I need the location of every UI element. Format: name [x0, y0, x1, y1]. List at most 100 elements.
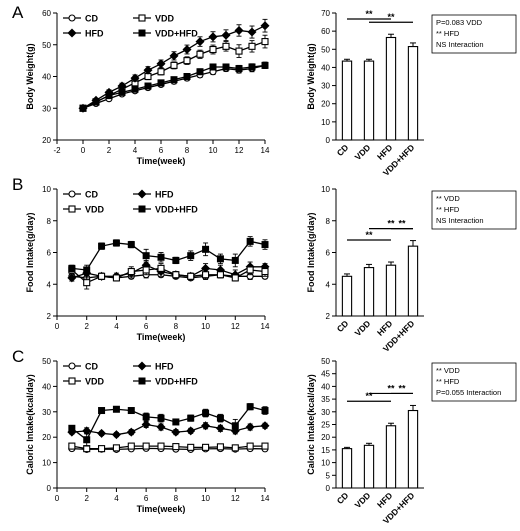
data-point-VDD: [183, 57, 191, 65]
data-point-VDD+HFD: [127, 407, 135, 415]
data-point-VDD: [261, 38, 269, 46]
category-label: VDD: [353, 142, 373, 162]
data-point-HFD: [67, 273, 77, 283]
y-tick-label: 30: [42, 408, 51, 417]
data-point-VDD+HFD: [142, 413, 150, 421]
data-point-VDD+HFD: [170, 76, 178, 84]
x-axis-title: Time(week): [137, 332, 186, 342]
data-point-HFD: [215, 423, 225, 433]
data-point-VDD+HFD: [118, 88, 126, 96]
bar-VDD+HFD: [407, 409, 419, 489]
y-tick-label: 35: [321, 395, 330, 404]
legend-label: HFD: [155, 362, 174, 372]
data-point-VDD: [216, 271, 224, 279]
legend-marker-VDD+HFD: [138, 205, 146, 213]
data-point-VDD: [127, 267, 135, 276]
category-label: VDD: [353, 490, 373, 510]
x-tick-label: 4: [114, 494, 119, 503]
data-point-VDD+HFD: [112, 405, 120, 413]
stats-line: P=0.055 Interaction: [436, 388, 501, 397]
series-VDD+HFD: [68, 236, 269, 276]
data-point-VDD+HFD: [231, 422, 239, 430]
significance-label: **: [387, 219, 395, 229]
data-point-VDD: [196, 50, 204, 58]
y-tick-label: 8: [326, 217, 331, 226]
legend-label: CD: [85, 362, 98, 372]
category-label: CD: [335, 318, 351, 334]
data-point-VDD: [157, 68, 165, 76]
data-point-VDD: [246, 266, 254, 274]
data-point-VDD: [142, 266, 150, 274]
data-point-VDD: [157, 442, 165, 450]
data-point-VDD+HFD: [196, 68, 204, 76]
data-point-VDD: [209, 45, 217, 54]
y-axis-title: Body Weight(g): [306, 43, 316, 109]
y-tick-label: 50: [321, 357, 330, 366]
data-point-VDD+HFD: [98, 242, 106, 250]
data-point-VDD: [187, 272, 195, 280]
stats-line: ** VDD: [436, 194, 460, 203]
data-point-VDD+HFD: [92, 98, 100, 106]
data-point-VDD+HFD: [68, 264, 76, 272]
data-point-VDD: [172, 271, 180, 279]
panel-letter-C: C: [12, 347, 24, 366]
data-point-VDD: [98, 272, 106, 280]
y-axis-title: Body Weight(g): [25, 43, 35, 109]
y-tick-label: 30: [321, 82, 330, 91]
data-point-VDD+HFD: [261, 241, 269, 249]
x-tick-label: 6: [159, 146, 164, 155]
y-tick-label: 2: [47, 312, 52, 321]
y-tick-label: 5: [326, 471, 331, 480]
stats-line: ** HFD: [436, 377, 460, 386]
data-point-VDD: [83, 279, 91, 287]
x-tick-label: 0: [81, 146, 86, 155]
legend-label: VDD+HFD: [155, 205, 198, 215]
y-tick-label: 20: [42, 136, 51, 145]
series-VDD: [68, 263, 269, 290]
y-tick-label: 40: [42, 73, 51, 82]
legend-marker-VDD: [138, 14, 146, 22]
y-tick-label: 45: [321, 370, 330, 379]
data-point-VDD+HFD: [187, 252, 195, 260]
x-tick-label: 12: [231, 494, 240, 503]
series-VDD: [68, 442, 269, 453]
data-point-VDD+HFD: [261, 407, 269, 415]
data-point-HFD: [130, 73, 140, 83]
bar-HFD: [385, 264, 397, 317]
data-point-HFD: [141, 419, 151, 430]
y-tick-label: 10: [42, 459, 51, 468]
y-tick-label: 50: [321, 45, 330, 54]
x-tick-label: 14: [261, 146, 270, 155]
data-point-HFD: [221, 30, 231, 40]
y-tick-label: 0: [326, 484, 331, 493]
series-HFD: [78, 18, 270, 113]
panel-C-bar-chart: 0 5 10 15 20 25 30 35 40 45 50 Caloric Intake(kcal/…: [306, 357, 517, 526]
data-point-VDD: [231, 274, 239, 282]
x-tick-label: 10: [201, 322, 210, 331]
data-point-VDD+HFD: [98, 407, 106, 415]
data-point-VDD+HFD: [83, 436, 91, 444]
legend-marker-CD: [68, 190, 76, 198]
category-label: VDD: [353, 318, 373, 338]
y-tick-label: 40: [321, 63, 330, 72]
x-axis-title: Time(week): [137, 504, 186, 514]
legend-label: CD: [85, 190, 98, 200]
y-tick-label: 8: [47, 217, 52, 226]
data-point-VDD+HFD: [246, 237, 254, 245]
data-point-HFD: [234, 25, 244, 35]
y-tick-label: 50: [42, 41, 51, 50]
y-tick-label: 30: [321, 408, 330, 417]
x-axis-title: Time(week): [137, 156, 186, 166]
legend-marker-HFD: [67, 28, 77, 38]
data-point-VDD: [202, 443, 210, 451]
legend-marker-VDD: [68, 377, 76, 385]
legend-marker-CD: [68, 14, 76, 22]
series-VDD+HFD: [79, 61, 269, 112]
significance-label: **: [398, 383, 406, 393]
y-axis-title: Caloric Intake(kcal/day): [25, 374, 35, 475]
x-tick-label: 14: [261, 322, 270, 331]
legend-label: HFD: [155, 190, 174, 200]
data-point-VDD: [248, 42, 256, 50]
